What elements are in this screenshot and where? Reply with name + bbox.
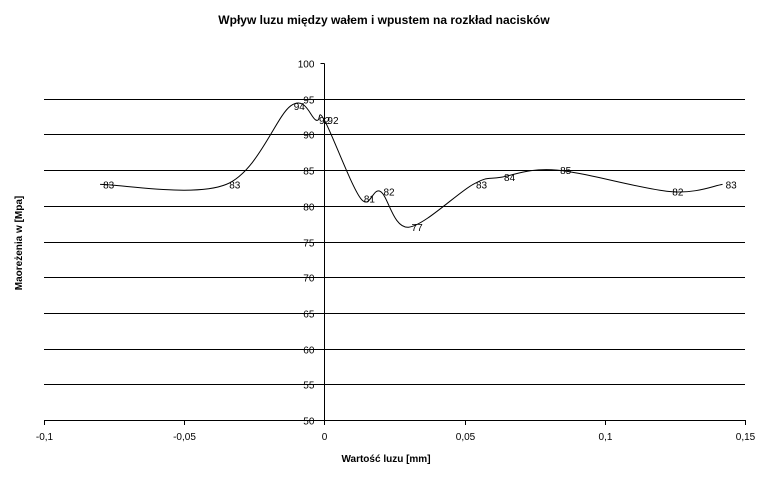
y-tick-label: 50	[303, 417, 315, 428]
gridlines	[44, 99, 745, 421]
data-label: 82	[383, 188, 395, 199]
y-tick-label: 95	[303, 96, 315, 107]
x-tick-label: 0,05	[456, 432, 476, 443]
y-tick-label: 55	[303, 381, 315, 392]
data-label: 82	[672, 188, 684, 199]
series-line	[100, 102, 723, 228]
data-label: 83	[229, 180, 241, 191]
y-tick-label: 85	[303, 167, 315, 178]
y-tick-label: 60	[303, 346, 315, 357]
data-label: 83	[103, 180, 115, 191]
chart-title: Wpływ luzu między wałem i wpustem na roz…	[218, 13, 550, 27]
x-tick-label: -0,1	[36, 432, 54, 443]
data-label: 85	[560, 166, 572, 177]
data-label: 92	[319, 116, 331, 127]
data-label: 81	[364, 195, 376, 206]
y-tick-label: 90	[303, 131, 315, 142]
x-tick-label: -0,05	[173, 432, 196, 443]
x-tick-label: 0,15	[736, 432, 756, 443]
data-label: 83	[476, 180, 488, 191]
y-tick-label: 65	[303, 310, 315, 321]
data-label: 77	[412, 223, 424, 234]
x-axis-title: Wartość luzu [mm]	[341, 454, 430, 465]
series-layer	[100, 102, 723, 228]
y-tick-label: 80	[303, 203, 315, 214]
x-tick-label: 0,1	[599, 432, 613, 443]
x-tick-label: 0	[322, 432, 328, 443]
y-tick-label: 70	[303, 274, 315, 285]
data-label: 84	[504, 173, 516, 184]
y-tick-label: 75	[303, 239, 315, 250]
data-label: 94	[294, 102, 306, 113]
axes: 50 55 60 65 70 75 80 85 90 95 100 -0,1 -0,05 0 0,05 0,1…	[36, 60, 756, 444]
data-label: 83	[726, 180, 738, 191]
y-axis-title: Maoreżenia w [Mpa]	[14, 196, 25, 290]
data-label: 92	[327, 116, 339, 127]
y-tick-label: 100	[298, 60, 315, 71]
